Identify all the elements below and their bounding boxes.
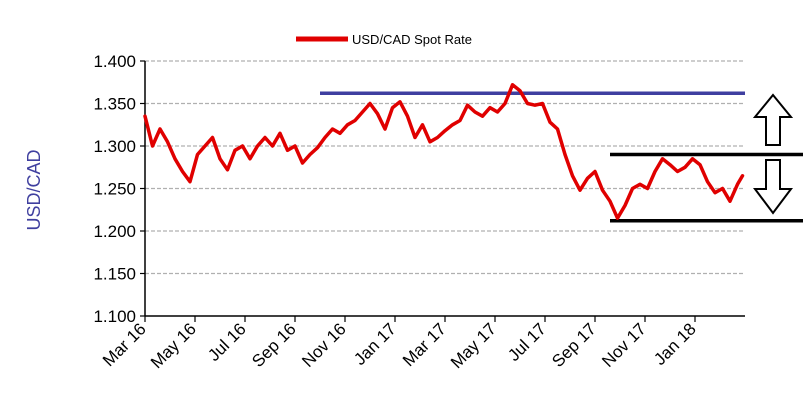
x-tick-label: Sep 16 (248, 319, 300, 371)
y-tick-label: 1.200 (93, 222, 136, 241)
y-axis-label: USD/CAD (24, 149, 44, 230)
annotations (320, 91, 803, 223)
y-tick-label: 1.350 (93, 95, 136, 114)
series (143, 83, 745, 220)
y-tick-label: 1.400 (93, 52, 136, 71)
x-tick-label: Jan 17 (350, 319, 400, 369)
x-tick-label: Mar 17 (399, 319, 450, 370)
arrow-down-icon (753, 159, 793, 215)
x-tick-label: May 16 (147, 319, 200, 372)
x-tick-label: Jul 16 (204, 319, 250, 365)
grid (145, 60, 745, 275)
y-tick-label: 1.100 (93, 307, 136, 326)
x-tick-label: Sep 17 (548, 319, 600, 371)
x-tick-label: May 17 (447, 319, 500, 372)
y-tick-label: 1.300 (93, 137, 136, 156)
x-tick-label: Nov 16 (298, 319, 350, 371)
arrow-up-icon (752, 93, 794, 146)
x-tick-label: Mar 16 (99, 319, 150, 370)
x-tick-label: Jan 18 (650, 319, 700, 369)
x-tick-label: Nov 17 (598, 319, 650, 371)
y-tick-label: 1.150 (93, 265, 136, 284)
series-line (143, 83, 745, 220)
legend-entry: USD/CAD Spot Rate (352, 32, 472, 47)
legend: USD/CAD Spot Rate (296, 32, 472, 47)
x-tick-label: Jul 17 (504, 319, 550, 365)
y-ticks: 1.100 1.150 1.200 1.250 1.300 1.350 1.400 (93, 52, 145, 326)
y-tick-label: 1.250 (93, 180, 136, 199)
